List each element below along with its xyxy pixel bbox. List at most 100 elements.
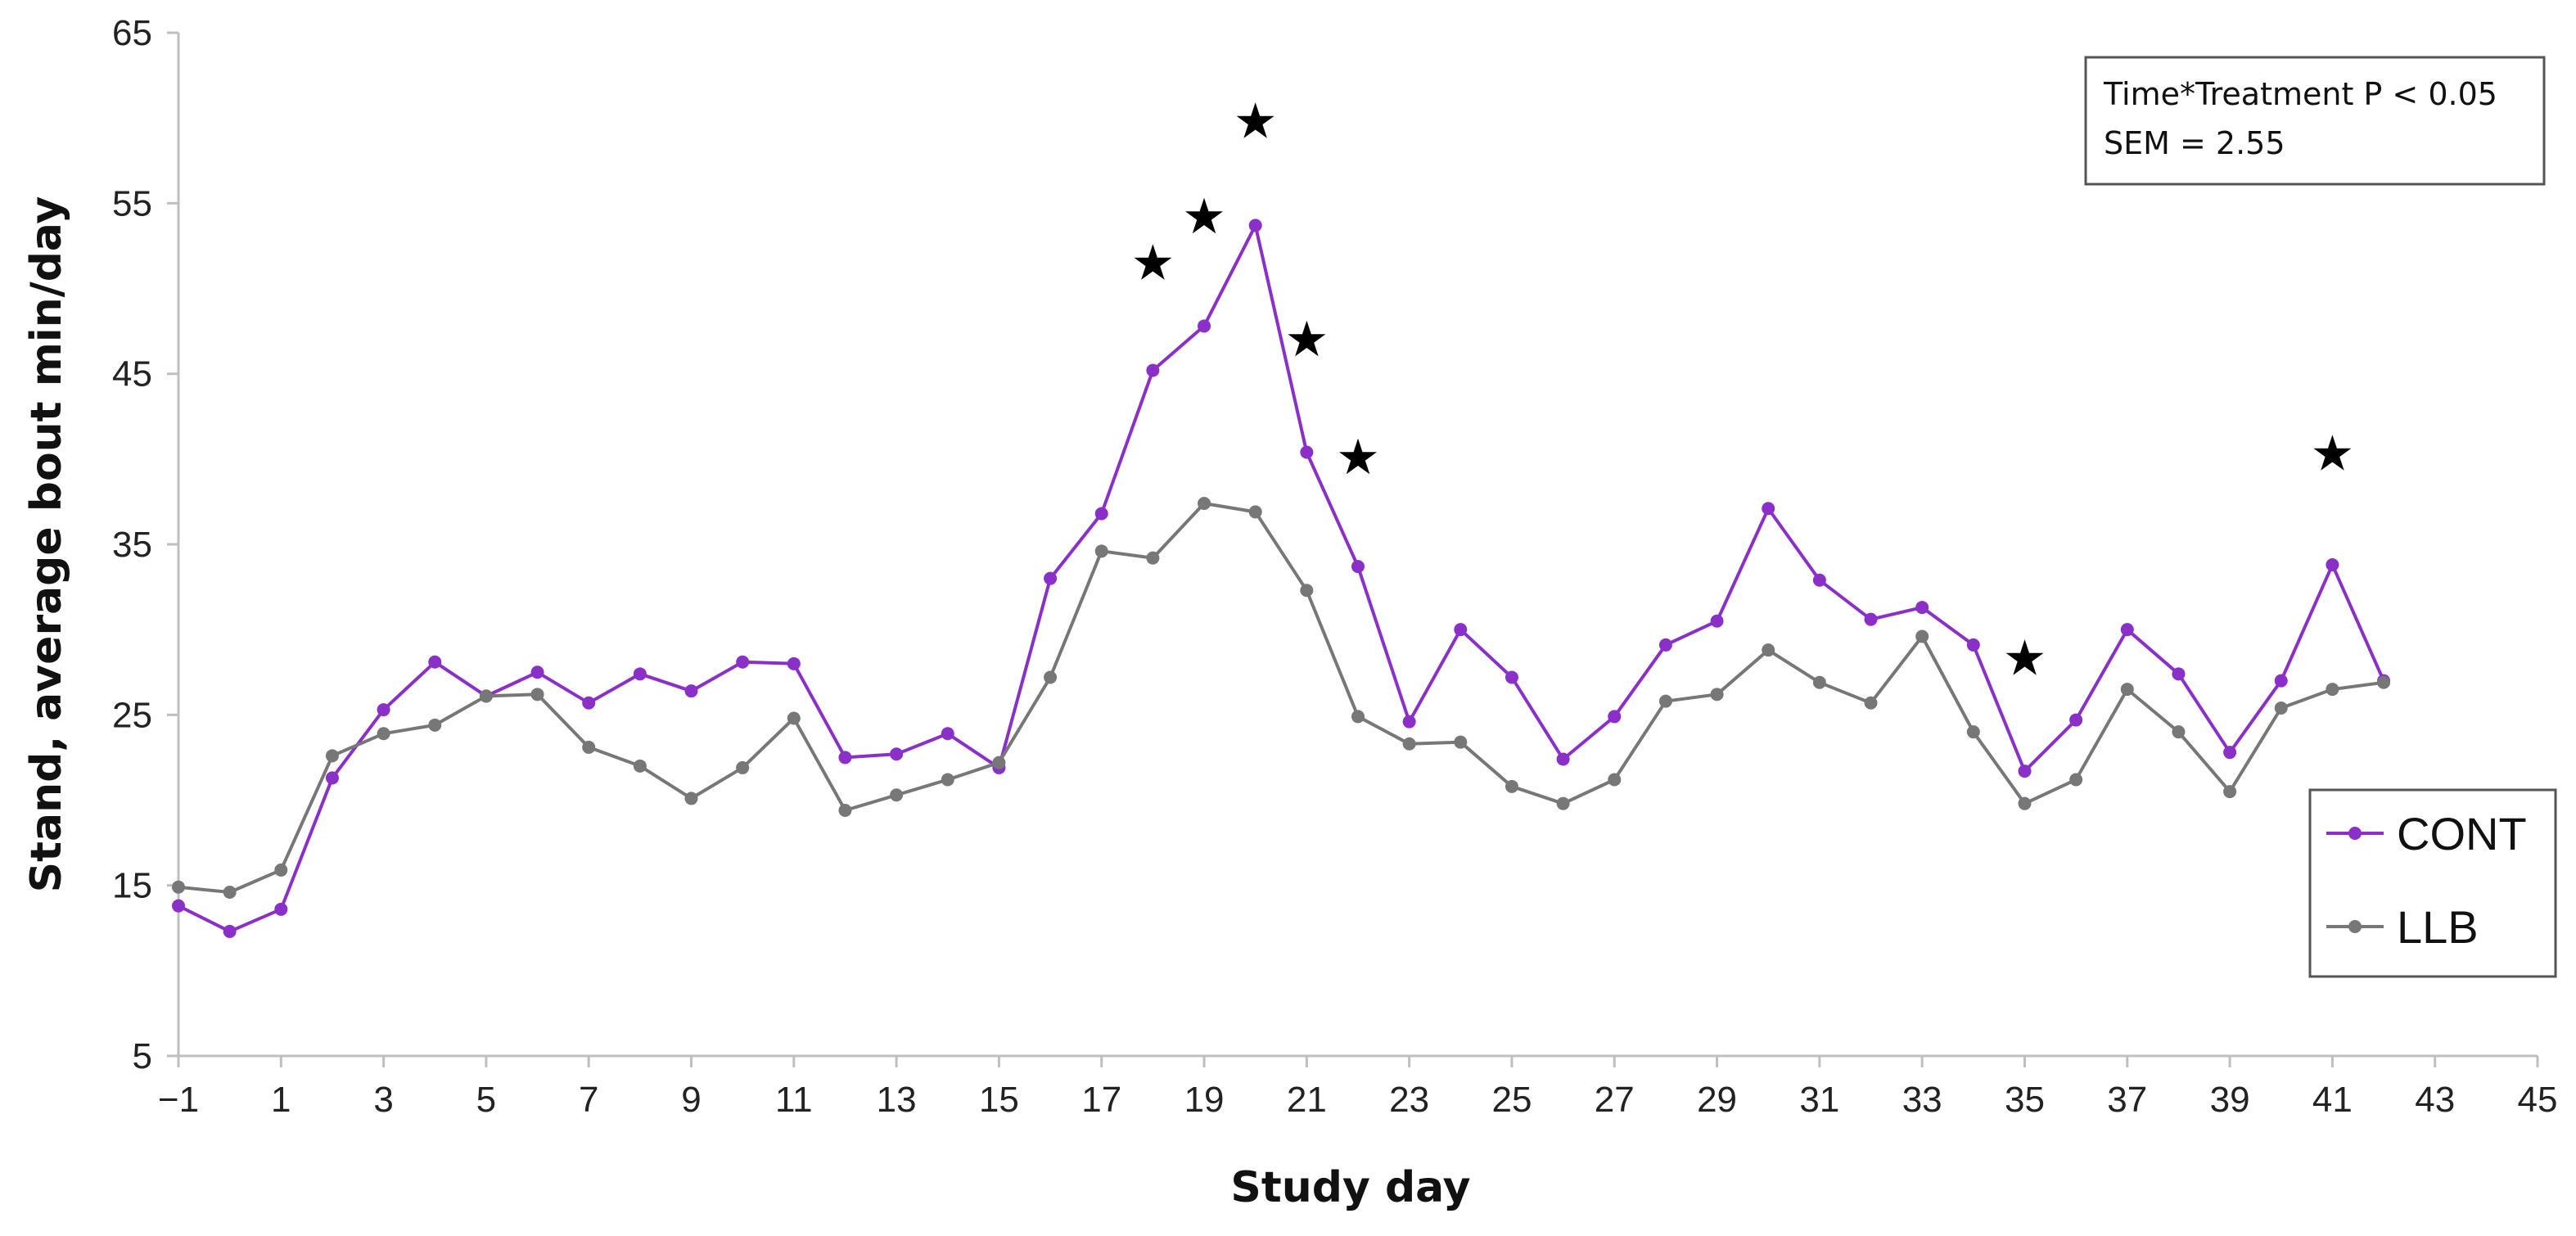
data-point-llb [1812,675,1826,689]
data-point-cont [1198,319,1211,333]
x-tick-label: 39 [2210,1080,2250,1120]
axes [177,33,2538,1058]
data-point-cont [1505,670,1518,684]
legend-marker-cont [2348,827,2362,840]
data-point-llb [428,718,442,732]
data-point-llb [274,863,288,877]
x-ticks: −1 1 3 5 7 9 11 13 15 17 19 21 23 25 27 29 31 33 35 37 39 41 4… [158,1056,2558,1120]
data-point-llb [787,711,801,725]
x-tick-label: 17 [1081,1080,1121,1120]
data-point-cont [2223,746,2237,760]
data-point-llb [223,886,237,899]
legend-marker-llb [2348,920,2362,933]
x-tick-label: 15 [979,1080,1019,1120]
y-tick-label: 65 [112,13,152,53]
data-point-cont [890,747,904,761]
data-point-llb [1710,688,1724,701]
x-tick-label: 31 [1799,1080,1839,1120]
data-point-llb [2120,683,2134,697]
data-point-cont [1658,638,1672,652]
data-point-cont [530,665,544,679]
annotation-line-2: SEM = 2.55 [2104,125,2285,161]
data-point-llb [2326,683,2339,697]
data-point-llb [1351,710,1365,724]
x-tick-label: 23 [1389,1080,1429,1120]
data-point-cont [1454,623,1468,637]
y-tick-label: 45 [112,354,152,395]
data-point-cont [428,655,442,669]
y-axis-title: Stand, average bout min/day [22,196,71,893]
series-cont [172,219,2391,938]
data-point-cont [1710,614,1724,628]
data-point-llb [992,756,1006,769]
data-point-llb [1556,796,1570,810]
data-point-cont [172,899,185,913]
data-point-llb [1300,584,1314,598]
data-point-llb [838,804,852,817]
x-tick-label: 13 [877,1080,917,1120]
data-point-cont [2274,674,2288,688]
annotation-line-1: Time*Treatment P < 0.05 [2103,76,2497,112]
x-tick-label: 35 [2005,1080,2045,1120]
data-point-llb [941,773,954,787]
data-point-cont [736,655,750,669]
series-layer [172,219,2391,938]
data-point-cont [1248,219,1262,232]
x-tick-label: 37 [2107,1080,2147,1120]
data-point-llb [1608,773,1622,787]
data-point-llb [2018,796,2032,810]
data-point-cont [1864,612,1878,626]
data-point-cont [325,771,339,785]
data-point-cont [941,727,954,741]
data-point-llb [377,727,390,741]
data-point-llb [890,788,904,802]
y-tick-label: 35 [112,525,152,565]
x-axis-title: Study day [1230,1163,1470,1212]
data-point-llb [633,759,647,773]
data-point-cont [787,656,801,670]
data-point-llb [479,689,493,703]
significance-star: ★ [1130,234,1175,291]
x-tick-label: −1 [158,1080,199,1120]
x-tick-label: 9 [681,1080,701,1120]
data-point-cont [582,696,596,710]
data-point-llb [1658,694,1672,708]
data-point-cont [1300,445,1314,459]
data-point-cont [1915,601,1929,615]
legend: CONT LLB [2308,788,2557,978]
data-point-llb [736,760,750,774]
data-point-cont [1402,715,1416,729]
series-line-cont [178,223,2385,933]
data-point-cont [838,751,852,765]
data-point-cont [1762,502,1775,516]
x-tick-label: 27 [1595,1080,1635,1120]
legend-label-llb: LLB [2397,901,2479,953]
y-ticks: 5 15 25 35 45 55 65 [112,13,178,1076]
x-tick-label: 3 [373,1080,393,1120]
x-tick-label: 19 [1184,1080,1225,1120]
y-tick-label: 15 [112,866,152,906]
significance-star: ★ [2003,630,2047,688]
legend-label-cont: CONT [2397,808,2527,859]
significance-star: ★ [1284,311,1329,368]
x-tick-label: 45 [2518,1080,2558,1120]
data-point-cont [684,684,698,698]
data-point-llb [1454,735,1468,749]
data-point-llb [1762,643,1775,657]
x-tick-label: 29 [1697,1080,1737,1120]
legend-item-cont: CONT [2326,808,2527,859]
data-point-cont [223,924,237,938]
data-point-cont [633,667,647,681]
data-point-cont [1044,571,1058,585]
data-point-llb [2172,725,2186,739]
data-point-llb [1966,725,1980,739]
data-point-llb [2377,675,2391,689]
data-point-llb [1146,551,1160,565]
data-point-llb [1094,544,1108,558]
data-point-llb [1402,737,1416,751]
data-point-llb [684,792,698,805]
annotation-box-frame [2084,56,2546,186]
data-point-llb [2274,701,2288,715]
x-tick-label: 25 [1491,1080,1532,1120]
data-point-cont [2069,713,2083,727]
